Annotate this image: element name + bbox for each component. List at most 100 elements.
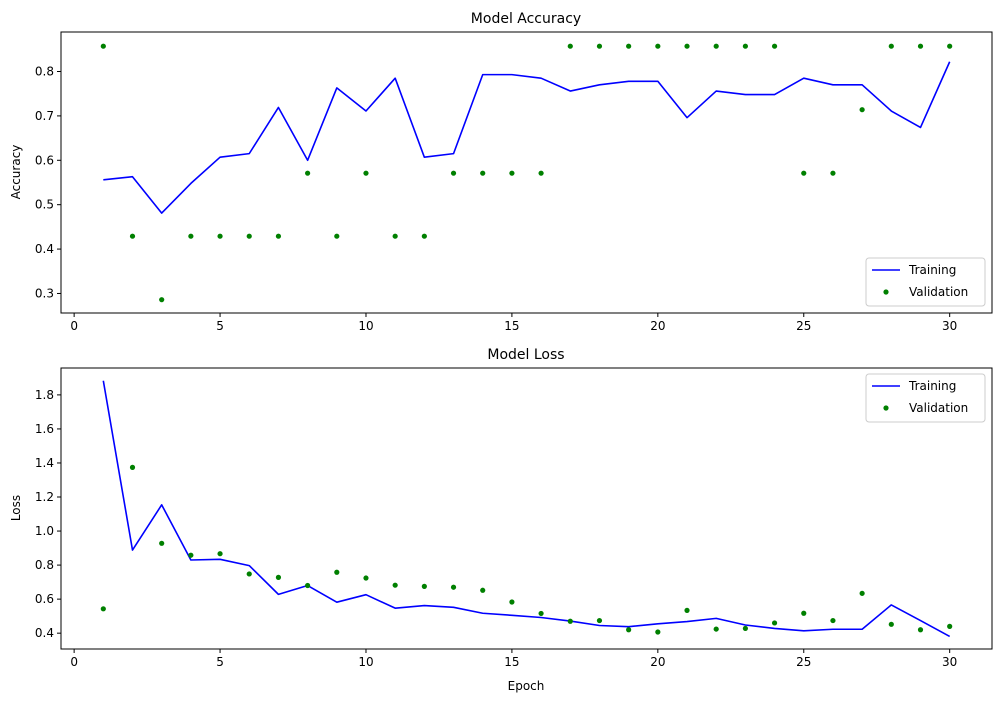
accuracy-x-tick-label: 20 (650, 319, 665, 333)
loss-validation-point (538, 610, 544, 617)
accuracy-x-tick-label: 5 (216, 319, 224, 333)
loss-validation-point (392, 582, 398, 588)
loss-chart: Model Loss Loss Epoch 0 5 10 15 20 25 30 0.4 0.6… (9, 347, 993, 693)
accuracy-validation-point (684, 43, 690, 49)
accuracy-validation-point (100, 43, 106, 49)
loss-validation-point (596, 617, 603, 624)
loss-y-tick-label: 1.6 (35, 422, 54, 436)
loss-plot-marks (100, 380, 953, 638)
accuracy-validation-point (859, 107, 865, 113)
loss-chart-title: Model Loss (487, 347, 564, 363)
accuracy-validation-point (742, 43, 748, 49)
loss-legend-validation-label: Validation (909, 401, 968, 415)
accuracy-validation-point (713, 43, 719, 49)
loss-validation-point (742, 625, 748, 632)
accuracy-legend-validation-label: Validation (909, 285, 968, 299)
loss-validation-point (771, 620, 778, 626)
loss-validation-point (567, 618, 573, 624)
loss-validation-point (334, 569, 340, 575)
accuracy-validation-point (275, 233, 282, 239)
loss-validation-point (188, 552, 194, 558)
loss-validation-point (100, 606, 106, 612)
loss-validation-point (509, 599, 515, 605)
accuracy-validation-point (363, 170, 369, 176)
accuracy-y-axis-label: Accuracy (9, 145, 23, 200)
loss-validation-point (129, 464, 136, 470)
accuracy-validation-point (567, 43, 573, 49)
loss-validation-point (830, 617, 836, 624)
loss-validation-point (450, 584, 457, 590)
loss-legend-validation-marker (883, 405, 889, 411)
accuracy-validation-point (159, 297, 165, 303)
accuracy-plot-frame (60, 31, 993, 314)
loss-x-tick-label: 30 (942, 655, 957, 669)
accuracy-x-tick-label: 10 (358, 319, 373, 333)
loss-y-tick-label: 0.6 (35, 592, 54, 606)
accuracy-chart-title: Model Accuracy (471, 11, 581, 27)
accuracy-axis-ticks: 0 5 10 15 20 25 30 0.3 0.4 0.5 0.6 0.7 0.8 (35, 65, 957, 333)
accuracy-y-tick-label: 0.4 (35, 242, 54, 256)
loss-validation-point (626, 627, 632, 633)
loss-x-tick-label: 20 (650, 655, 665, 669)
loss-y-tick-label: 1.0 (35, 524, 54, 538)
loss-y-axis-label: Loss (9, 495, 23, 521)
accuracy-validation-point (655, 43, 661, 49)
loss-validation-point (275, 574, 282, 580)
accuracy-y-tick-label: 0.5 (35, 198, 54, 212)
loss-validation-point (246, 571, 252, 577)
loss-y-tick-label: 0.8 (35, 558, 54, 572)
loss-x-tick-label: 15 (504, 655, 519, 669)
accuracy-validation-point (129, 233, 136, 239)
loss-validation-point (917, 627, 924, 633)
accuracy-validation-point (334, 233, 340, 239)
accuracy-validation-point (626, 43, 632, 49)
accuracy-validation-point (421, 233, 427, 239)
loss-plot-frame (60, 367, 993, 650)
accuracy-validation-point (830, 170, 836, 176)
accuracy-validation-point (917, 43, 924, 49)
accuracy-legend-training-label: Training (908, 263, 956, 277)
loss-validation-point (421, 583, 427, 589)
accuracy-legend-validation-marker (883, 289, 889, 295)
accuracy-validation-point (217, 233, 223, 239)
accuracy-x-tick-label: 0 (70, 319, 78, 333)
loss-x-tick-label: 10 (358, 655, 373, 669)
accuracy-chart: Model Accuracy Accuracy 0 5 10 15 20 25 300.30… (9, 11, 993, 333)
accuracy-validation-point (305, 170, 311, 176)
accuracy-y-tick-label: 0.3 (35, 286, 54, 300)
accuracy-legend: Training Validation (865, 257, 986, 307)
loss-validation-point (859, 590, 865, 596)
accuracy-validation-point (538, 170, 544, 176)
loss-validation-point (363, 575, 369, 581)
loss-x-tick-label: 0 (70, 655, 78, 669)
loss-axis-ticks: 0 5 10 15 20 25 30 0.4 0.6 0.8 1.0 1.2 1.4 1.6 1.8 (35, 388, 957, 669)
loss-y-tick-label: 1.4 (35, 456, 54, 470)
accuracy-training-line (103, 61, 951, 214)
loss-validation-point (480, 587, 486, 593)
accuracy-x-tick-label: 30 (942, 319, 957, 333)
loss-validation-point (159, 540, 165, 546)
loss-validation-point (305, 582, 311, 589)
accuracy-validation-point (801, 170, 807, 176)
accuracy-x-tick-label: 15 (504, 319, 519, 333)
loss-validation-point (801, 610, 807, 616)
loss-training-line (102, 380, 951, 638)
loss-legend: Training Validation (865, 373, 986, 423)
accuracy-validation-point (480, 170, 486, 176)
loss-x-tick-label: 25 (796, 655, 811, 669)
loss-validation-point (713, 626, 719, 632)
loss-validation-point (947, 623, 953, 629)
accuracy-validation-point (771, 43, 778, 49)
accuracy-validation-point (888, 43, 894, 49)
loss-validation-point (684, 607, 690, 613)
accuracy-validation-point (596, 43, 603, 49)
accuracy-validation-point (947, 43, 953, 49)
accuracy-plot-marks (100, 43, 953, 303)
loss-validation-point (217, 551, 223, 557)
accuracy-y-tick-label: 0.8 (35, 65, 54, 79)
accuracy-validation-point (392, 233, 398, 239)
accuracy-validation-point (509, 170, 515, 176)
accuracy-validation-point (246, 233, 252, 239)
loss-validation-point (888, 621, 894, 627)
